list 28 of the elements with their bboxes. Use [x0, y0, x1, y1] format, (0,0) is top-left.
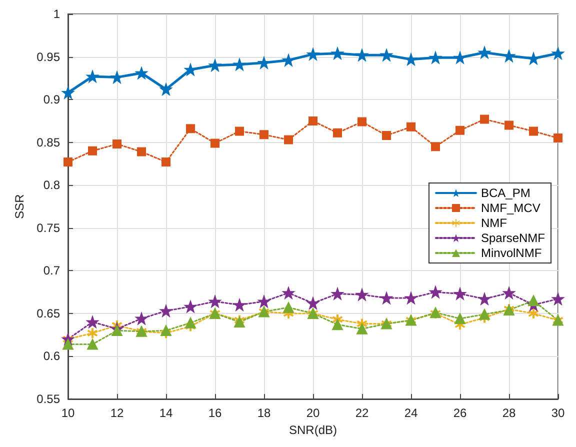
x-tick-label: 30: [551, 406, 565, 420]
x-tick-label: 26: [453, 406, 467, 420]
y-tick-label: 0.85: [36, 135, 60, 150]
x-tick-label: 20: [306, 406, 320, 420]
y-tick-label: 0.65: [36, 306, 60, 320]
y-tick-label: 0.55: [36, 392, 60, 406]
y-tick-label: 0.75: [36, 220, 60, 235]
legend-label: SparseNMF: [480, 231, 545, 245]
y-tick-label: 1: [53, 7, 60, 21]
x-tick-label: 28: [502, 406, 516, 420]
x-tick-label: 24: [404, 406, 418, 420]
y-tick-label: 0.7: [43, 264, 60, 278]
x-tick-label: 18: [257, 406, 271, 420]
x-tick-label: 16: [208, 406, 222, 420]
x-tick-label: 12: [110, 406, 124, 420]
y-tick-label: 0.6: [43, 349, 60, 364]
x-tick-label: 10: [61, 406, 75, 420]
legend-label: MinvolNMF: [480, 246, 542, 260]
legend-label: NMF: [480, 216, 507, 230]
legend-label: BCA_PM: [480, 186, 530, 200]
x-axis-title: SNR(dB): [288, 422, 338, 437]
y-tick-label: 0.8: [43, 178, 60, 192]
y-tick-label: 0.95: [36, 50, 60, 64]
legend-label: NMF_MCV: [480, 201, 540, 215]
x-tick-label: 14: [159, 406, 173, 420]
y-axis-title: SSR: [12, 194, 27, 219]
y-tick-label: 0.9: [43, 92, 60, 107]
x-tick-label: 22: [355, 406, 369, 420]
